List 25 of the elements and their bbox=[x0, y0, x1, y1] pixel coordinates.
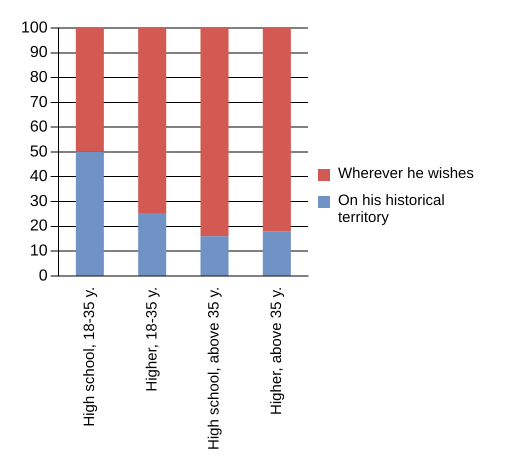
x-tick-label: Higher, 18-35 y. bbox=[143, 286, 160, 392]
bar bbox=[138, 28, 166, 214]
y-tick-label: 0 bbox=[38, 267, 48, 284]
y-tick-label: 80 bbox=[30, 68, 48, 86]
bar bbox=[262, 231, 291, 276]
y-tick-label: 90 bbox=[30, 44, 48, 62]
legend-label: Wherever he wishes bbox=[338, 165, 474, 182]
bar bbox=[200, 28, 229, 236]
y-tick-label: 10 bbox=[30, 242, 48, 260]
y-tick-label: 20 bbox=[30, 218, 48, 235]
bar bbox=[138, 214, 166, 276]
x-tick-label: High school, above 35 y. bbox=[206, 286, 223, 450]
x-tick-label: High school, 18-35 y. bbox=[81, 286, 98, 427]
y-tick-label: 30 bbox=[30, 192, 48, 210]
y-tick-label: 100 bbox=[20, 19, 48, 36]
y-tick-label: 70 bbox=[30, 94, 48, 111]
y-tick-label: 60 bbox=[30, 118, 48, 136]
bar bbox=[76, 28, 104, 152]
y-tick-label: 40 bbox=[30, 168, 48, 186]
bar bbox=[262, 28, 291, 232]
bar bbox=[76, 152, 104, 276]
x-tick-label: Higher, above 35 y. bbox=[268, 286, 285, 415]
y-tick-label: 50 bbox=[30, 143, 48, 160]
bar bbox=[200, 236, 229, 276]
legend-label: On his historical territory bbox=[338, 192, 446, 226]
